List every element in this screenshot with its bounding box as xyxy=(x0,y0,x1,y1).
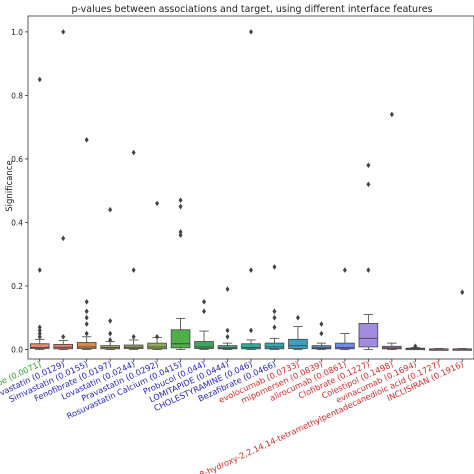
outlier-point xyxy=(131,149,136,156)
outlier-point xyxy=(131,267,136,273)
outlier-point xyxy=(202,299,207,305)
outlier-point xyxy=(178,203,183,210)
outlier-point xyxy=(131,333,136,340)
outlier-point xyxy=(84,299,89,305)
outlier-point xyxy=(84,330,89,337)
outlier-point xyxy=(84,308,89,315)
plot-frame xyxy=(27,15,474,360)
y-tick-label: 0.2 xyxy=(11,282,23,291)
outlier-point xyxy=(108,330,113,337)
y-axis-label: Significance xyxy=(5,160,15,211)
outlier-point xyxy=(272,314,277,321)
outlier-point xyxy=(178,197,183,204)
outlier-point xyxy=(155,333,160,340)
y-tick-label: 0.0 xyxy=(11,345,23,354)
outlier-point xyxy=(272,324,277,331)
outlier-point xyxy=(108,337,113,343)
outlier-point xyxy=(108,206,113,213)
outlier-point xyxy=(37,324,42,331)
outlier-point xyxy=(61,235,66,242)
outlier-point xyxy=(389,111,394,118)
outlier-point xyxy=(272,308,277,315)
outlier-point xyxy=(295,314,300,321)
outlier-point xyxy=(37,76,42,83)
box xyxy=(358,323,379,348)
outlier-point xyxy=(249,29,253,35)
box xyxy=(264,342,285,350)
outlier-point xyxy=(249,267,253,273)
outlier-point xyxy=(84,321,89,327)
outlier-point xyxy=(366,162,371,169)
box xyxy=(29,343,50,349)
outlier-point xyxy=(37,333,42,340)
outlier-point xyxy=(61,29,66,35)
y-tick-label: 0.8 xyxy=(11,91,23,100)
outlier-point xyxy=(108,318,113,324)
box xyxy=(241,343,261,350)
y-tick-label: 1.0 xyxy=(11,28,23,37)
box xyxy=(194,341,214,349)
y-tick-label: 0.4 xyxy=(11,218,23,227)
outlier-point xyxy=(225,333,230,340)
outlier-point xyxy=(202,308,207,315)
outlier-point xyxy=(37,327,42,334)
box xyxy=(76,342,97,349)
outlier-point xyxy=(225,327,230,334)
box xyxy=(335,342,355,350)
chart-title: p-values between associations and target… xyxy=(71,4,432,15)
outlier-point xyxy=(460,289,465,296)
box xyxy=(123,344,144,349)
box xyxy=(288,338,308,349)
y-tick-label: 0.6 xyxy=(11,155,23,164)
outlier-point xyxy=(84,314,89,321)
box xyxy=(217,345,238,350)
outlier-point xyxy=(225,286,230,292)
outlier-point xyxy=(84,137,89,143)
outlier-point xyxy=(178,232,183,238)
outlier-point xyxy=(37,267,42,273)
outlier-point xyxy=(413,343,418,350)
outlier-point xyxy=(61,333,66,340)
outlier-point xyxy=(319,330,324,337)
box xyxy=(53,343,74,350)
outlier-point xyxy=(366,181,371,188)
box xyxy=(170,329,191,349)
outlier-point xyxy=(272,264,277,270)
outlier-point xyxy=(178,229,183,235)
outlier-point xyxy=(319,321,324,327)
outlier-point xyxy=(249,327,253,334)
box xyxy=(311,345,332,350)
outlier-point xyxy=(37,330,42,337)
box xyxy=(147,342,167,350)
outlier-point xyxy=(155,200,160,207)
outlier-point xyxy=(342,267,347,273)
outlier-point xyxy=(366,267,371,273)
